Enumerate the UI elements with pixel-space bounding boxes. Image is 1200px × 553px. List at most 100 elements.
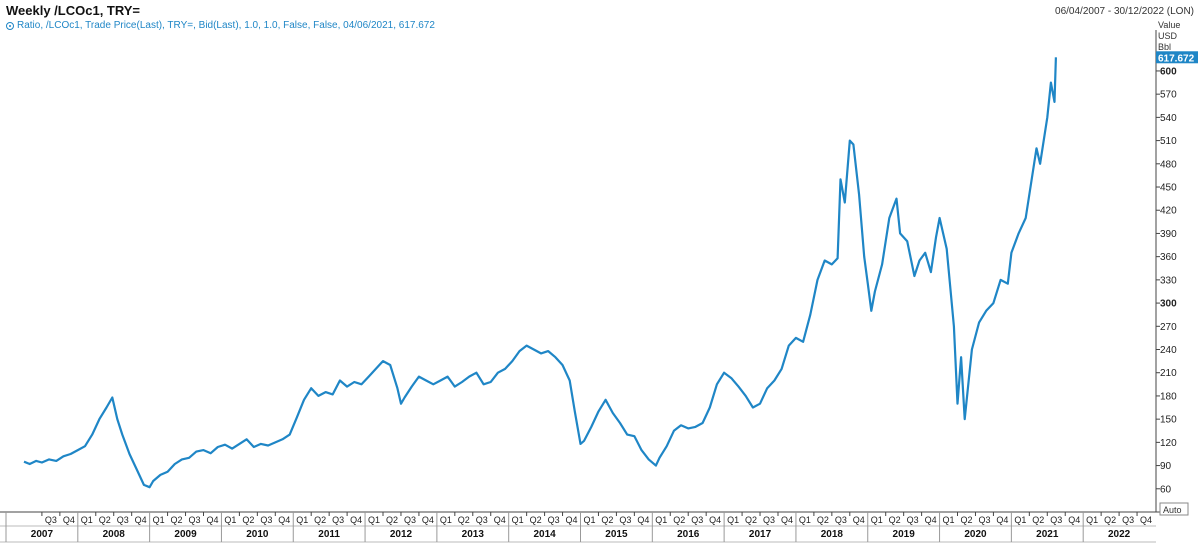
quarter-label: Q3 (45, 515, 57, 525)
y-tick-label: 210 (1160, 368, 1177, 379)
quarter-label: Q3 (189, 515, 201, 525)
quarter-label: Q4 (781, 515, 793, 525)
last-value-flag: 617.672 (1156, 51, 1198, 64)
quarter-label: Q1 (1086, 515, 1098, 525)
quarter-label: Q4 (1068, 515, 1080, 525)
y-tick-label: 570 (1160, 90, 1177, 101)
units-line-unit: Bbl (1158, 42, 1172, 52)
quarter-label: Q2 (745, 515, 757, 525)
quarter-label: Q4 (853, 515, 865, 525)
quarter-label: Q2 (673, 515, 685, 525)
y-tick-label: 510 (1160, 136, 1177, 147)
x-axis: Q3 Q4 2007 Q1 Q2 Q3 Q4 2008 Q1 Q2 Q3 Q4 2009 Q1 Q2 Q3 Q4… (0, 511, 1156, 543)
quarter-label: Q1 (440, 515, 452, 525)
quarter-label: Q3 (117, 515, 129, 525)
auto-scale-button[interactable]: Auto (1159, 502, 1189, 516)
quarter-label: Q1 (1014, 515, 1026, 525)
year-label: 2015 (605, 529, 628, 540)
year-label: 2019 (893, 529, 916, 540)
last-value-flag-box (1156, 51, 1198, 64)
y-tick-label: 540 (1160, 113, 1177, 124)
quarter-label: Q3 (907, 515, 919, 525)
quarter-label: Q2 (99, 515, 111, 525)
year-label: 2007 (31, 529, 54, 540)
quarter-label: Q2 (1032, 515, 1044, 525)
year-label: 2022 (1108, 529, 1131, 540)
year-label: 2014 (533, 529, 556, 540)
quarter-label: Q3 (260, 515, 272, 525)
quarter-label: Q1 (512, 515, 524, 525)
quarter-label: Q3 (404, 515, 416, 525)
quarter-label: Q1 (943, 515, 955, 525)
quarter-label: Q4 (494, 515, 506, 525)
y-tick-label: 60 (1160, 484, 1172, 495)
quarter-label: Q4 (63, 515, 75, 525)
year-label: 2017 (749, 529, 772, 540)
quarter-label: Q4 (135, 515, 147, 525)
quarter-label: Q2 (530, 515, 542, 525)
quarter-label: Q2 (171, 515, 183, 525)
year-label: 2012 (390, 529, 413, 540)
quarter-label: Q2 (314, 515, 326, 525)
units-line-currency: USD (1158, 31, 1178, 41)
y-tick-label: 390 (1160, 229, 1177, 240)
quarter-label: Q4 (278, 515, 290, 525)
y-tick-label: 600 (1160, 66, 1177, 77)
y-tick-label: 360 (1160, 252, 1177, 263)
quarter-label: Q3 (332, 515, 344, 525)
quarter-label: Q3 (835, 515, 847, 525)
year-label: 2016 (677, 529, 700, 540)
quarter-label: Q4 (996, 515, 1008, 525)
last-value-label: 617.672 (1158, 53, 1195, 64)
quarter-label: Q3 (691, 515, 703, 525)
series-legend[interactable]: Ratio, /LCOc1, Trade Price(Last), TRY=, … (6, 20, 435, 31)
quarter-label: Q4 (1140, 515, 1152, 525)
y-tick-label: 420 (1160, 206, 1177, 217)
quarter-label: Q4 (422, 515, 434, 525)
quarter-label: Q4 (925, 515, 937, 525)
year-label: 2020 (964, 529, 987, 540)
y-tick-label: 330 (1160, 275, 1177, 286)
quarter-label: Q1 (368, 515, 380, 525)
plot-area (23, 57, 1057, 489)
auto-scale-button-box (1159, 502, 1189, 516)
quarter-label: Q1 (799, 515, 811, 525)
year-label: 2011 (318, 529, 340, 540)
quarter-label: Q4 (637, 515, 649, 525)
y-tick-label: 90 (1160, 461, 1172, 472)
y-tick-label: 120 (1160, 438, 1177, 449)
quarter-label: Q3 (978, 515, 990, 525)
quarter-label: Q4 (206, 515, 218, 525)
quarter-label: Q2 (242, 515, 254, 525)
year-label: 2008 (103, 529, 126, 540)
quarter-label: Q2 (960, 515, 972, 525)
quarter-label: Q1 (871, 515, 883, 525)
y-tick-label: 150 (1160, 415, 1177, 426)
quarter-label: Q2 (817, 515, 829, 525)
units-label: Value USD Bbl (1158, 20, 1180, 53)
year-label: 2010 (246, 529, 269, 540)
auto-scale-label: Auto (1163, 505, 1182, 515)
y-tick-label: 480 (1160, 159, 1177, 170)
quarter-label: Q1 (296, 515, 308, 525)
quarter-label: Q3 (763, 515, 775, 525)
quarter-label: Q3 (619, 515, 631, 525)
quarter-label: Q2 (601, 515, 613, 525)
y-tick-label: 270 (1160, 322, 1177, 333)
y-tick-label: 180 (1160, 391, 1177, 402)
quarter-label: Q3 (1122, 515, 1134, 525)
year-label: 2009 (174, 529, 197, 540)
quarter-label: Q1 (153, 515, 165, 525)
series-line (23, 57, 1057, 489)
quarter-label: Q4 (566, 515, 578, 525)
quarter-label: Q2 (889, 515, 901, 525)
quarter-label: Q3 (548, 515, 560, 525)
quarter-label: Q1 (224, 515, 236, 525)
series-marker-icon (6, 21, 14, 30)
year-label: 2013 (462, 529, 485, 540)
units-line-value: Value (1158, 20, 1181, 30)
y-tick-label: 300 (1160, 299, 1177, 310)
quarter-label: Q1 (583, 515, 595, 525)
year-label: 2018 (821, 529, 844, 540)
